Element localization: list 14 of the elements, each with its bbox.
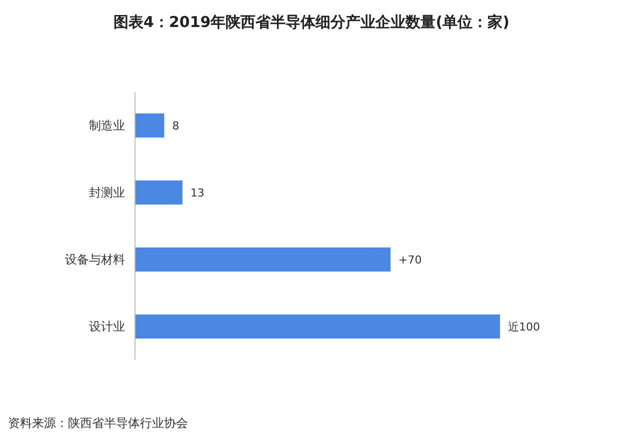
chart-title: 图表4：2019年陕西省半导体细分产业企业数量(单位：家) <box>114 13 510 31</box>
y-tick-label: 设备与材料 <box>65 252 125 266</box>
bar <box>135 180 182 205</box>
y-tick-label: 设计业 <box>89 319 125 334</box>
bar <box>135 113 164 138</box>
text: 资料来源：陕西省半导体行业协会 <box>8 416 188 430</box>
data-label: 13 <box>190 186 204 200</box>
y-tick-label: 制造业 <box>89 118 125 132</box>
data-label: +70 <box>398 253 422 266</box>
y-tick-label: 封测业 <box>89 185 125 200</box>
data-label: 8 <box>172 119 180 132</box>
bar <box>135 314 500 339</box>
data-label: 近100 <box>508 320 540 334</box>
bar <box>135 247 390 272</box>
